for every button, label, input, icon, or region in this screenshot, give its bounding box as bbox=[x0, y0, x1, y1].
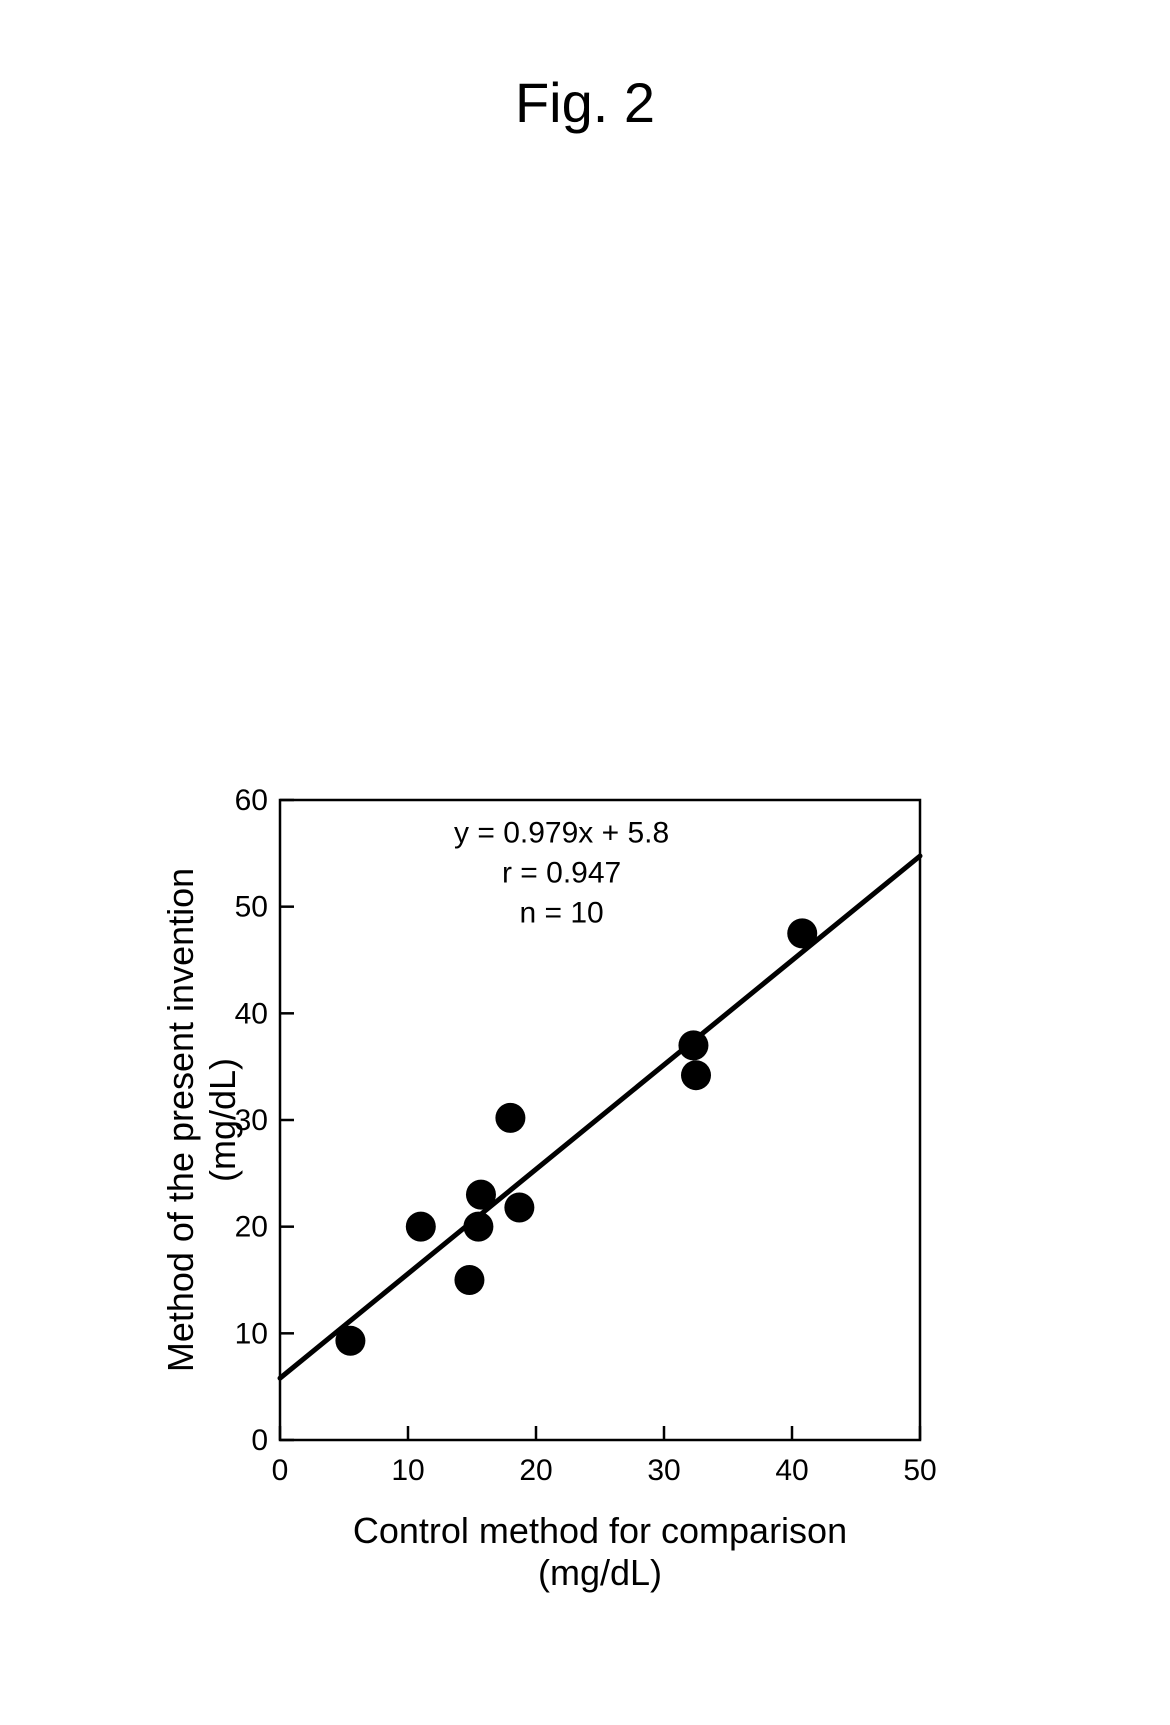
y-axis-unit: (mg/dL) bbox=[202, 1020, 244, 1220]
svg-text:10: 10 bbox=[391, 1454, 424, 1487]
svg-text:0: 0 bbox=[251, 1424, 268, 1457]
y-axis-unit-text: (mg/dL) bbox=[202, 1058, 243, 1182]
page: Fig. 2 Method of the present invention (… bbox=[0, 0, 1170, 1725]
svg-text:0: 0 bbox=[272, 1454, 289, 1487]
y-axis-label-text: Method of the present invention bbox=[160, 868, 201, 1372]
svg-text:20: 20 bbox=[519, 1454, 552, 1487]
x-axis-label: Control method for comparison (mg/dL) bbox=[280, 1510, 920, 1594]
svg-text:n = 10: n = 10 bbox=[519, 897, 603, 930]
figure-title: Fig. 2 bbox=[0, 70, 1170, 135]
x-axis-label-text: Control method for comparison bbox=[353, 1510, 847, 1551]
svg-text:r = 0.947: r = 0.947 bbox=[502, 857, 621, 890]
x-axis-unit-text: (mg/dL) bbox=[538, 1552, 662, 1593]
y-axis-label: Method of the present invention bbox=[160, 800, 202, 1440]
svg-text:30: 30 bbox=[647, 1454, 680, 1487]
svg-text:50: 50 bbox=[235, 891, 268, 924]
scatter-chart: Method of the present invention (mg/dL) … bbox=[130, 780, 1030, 1640]
svg-text:50: 50 bbox=[903, 1454, 936, 1487]
svg-text:10: 10 bbox=[235, 1317, 268, 1350]
svg-text:40: 40 bbox=[775, 1454, 808, 1487]
svg-text:60: 60 bbox=[235, 784, 268, 817]
svg-text:y = 0.979x + 5.8: y = 0.979x + 5.8 bbox=[454, 817, 669, 850]
